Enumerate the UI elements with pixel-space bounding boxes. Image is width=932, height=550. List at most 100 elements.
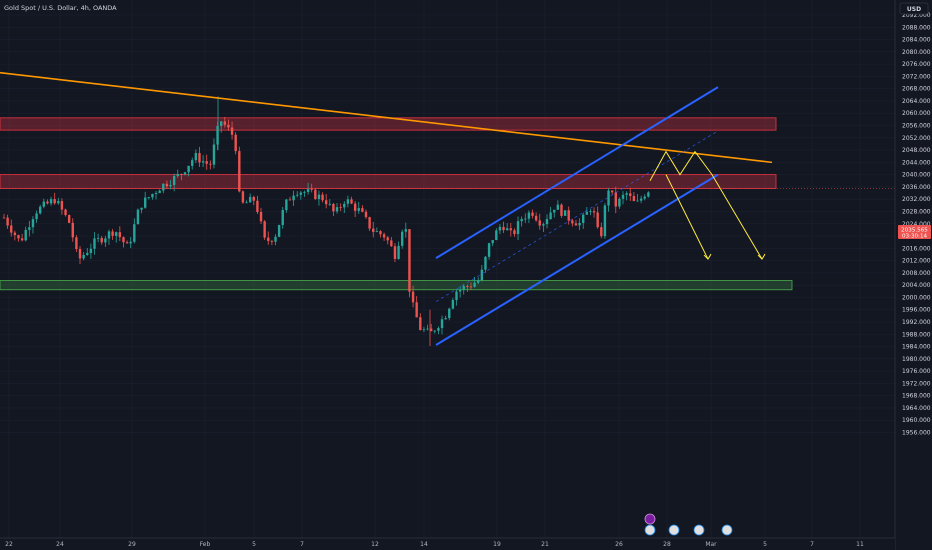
candle-body [267,237,270,241]
candle-body [143,197,147,208]
candle-body [473,282,476,287]
descending-trendline [0,71,773,164]
y-tick-label: 2072.000 [902,73,931,80]
projection-arrowhead [703,253,712,260]
x-tick-label: 12 [371,541,379,548]
x-tick-label: 5 [252,541,256,548]
candle-body [151,194,154,198]
price-axis-panel[interactable] [895,0,932,550]
y-tick-label: 2088.000 [902,24,931,31]
candle-body [509,228,512,231]
y-tick-label: 1992.000 [902,319,931,326]
candle-body [28,227,31,230]
candle-body [571,220,574,224]
candle-body [578,222,581,226]
y-tick-label: 2040.000 [902,172,931,179]
candle-body [408,229,411,292]
channel-midline [435,130,719,302]
candle-body [133,224,136,242]
candle-body [390,240,393,247]
candle-body [614,192,617,207]
candle-body [545,219,549,225]
candle-body [534,215,538,221]
candle-body [484,256,487,270]
candle-body [96,237,100,239]
candle-body [194,153,198,161]
candle-body [169,184,172,187]
y-tick-label: 2068.000 [902,86,931,93]
lightning-event-icon[interactable] [644,513,656,525]
candle-body [531,212,534,216]
candle-body [31,219,35,228]
y-tick-label: 2092.000 [902,12,931,19]
candle-body [252,196,255,201]
candle-body [17,235,20,239]
y-tick-label: 1956.000 [902,430,931,437]
candle-body [201,161,205,163]
candle-body [498,226,502,231]
candle-body [600,227,603,237]
candle-body [71,222,74,238]
x-tick-label: 7 [300,541,304,548]
candle-body [277,224,281,237]
candle-body [227,124,230,128]
candle-body [238,151,241,192]
candle-body [42,201,46,207]
event-icons[interactable] [644,513,733,536]
candle-body [422,329,426,331]
candle-body [321,194,324,201]
us-flag-event-icon[interactable] [644,524,656,536]
candle-body [404,229,408,232]
x-tick-label: 22 [5,541,13,548]
us-flag-event-icon[interactable] [721,524,733,536]
candle-body [462,286,465,290]
candle-body [75,237,78,250]
y-tick-label: 2032.000 [902,196,931,203]
candle-body [361,208,364,212]
y-tick-label: 2080.000 [902,49,931,56]
us-flag-event-icon[interactable] [668,524,680,536]
candle-body [136,209,140,225]
y-tick-label: 1976.000 [902,368,931,375]
support-zone [0,280,793,291]
currency-button-label: USD [907,6,921,13]
us-flag-event-icon[interactable] [693,524,705,536]
candle-body [111,231,114,236]
candle-body [180,174,183,175]
candle-body [20,238,24,241]
currency-button[interactable] [899,2,929,15]
candle-body [154,193,158,195]
y-tick-label: 1988.000 [902,331,931,338]
candle-body [172,176,176,185]
y-tick-label: 2004.000 [902,282,931,289]
candle-body [621,194,625,199]
candle-body [115,232,118,236]
candle-body [245,202,248,204]
y-tick-label: 1960.000 [902,417,931,424]
candles [2,96,650,346]
candle-body [632,195,636,202]
candle-body [292,195,295,201]
candle-body [553,209,556,213]
candle-body [263,221,266,238]
candle-body [647,192,650,197]
candle-body [397,245,400,259]
candle-body [332,203,335,212]
y-tick-label: 1964.000 [902,405,931,412]
candle-body [386,237,389,241]
time-axis-panel[interactable] [0,538,895,550]
candle-body [220,121,223,127]
candle-body [100,237,103,243]
candle-body [491,240,494,244]
candle-body [513,230,516,235]
candle-body [57,201,60,204]
projection-arrowhead [757,253,766,260]
candle-body [466,286,469,287]
x-tick-label: Mar [705,541,717,548]
candle-body [346,199,350,204]
y-tick-label: 2056.000 [902,123,931,130]
candle-body [118,232,122,238]
projection-path-b [665,174,709,260]
